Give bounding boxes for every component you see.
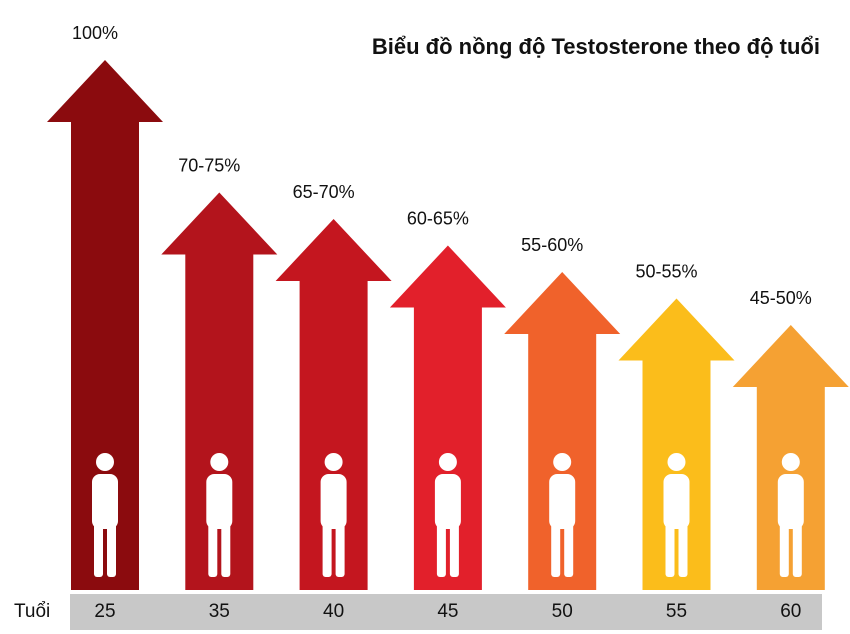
person-part xyxy=(434,474,461,529)
person-icon xyxy=(434,453,461,577)
person-part xyxy=(436,522,446,577)
person-part xyxy=(322,522,332,577)
x-axis-label: Tuổi xyxy=(14,601,50,622)
x-tick-label: 60 xyxy=(780,601,801,622)
person-icon xyxy=(549,453,576,577)
person-part xyxy=(663,474,690,529)
value-label: 70-75% xyxy=(178,155,240,175)
arrow xyxy=(504,272,621,590)
x-tick-label: 40 xyxy=(323,601,344,622)
person-part xyxy=(667,453,686,471)
person-part xyxy=(206,474,233,529)
person-part xyxy=(553,453,572,471)
person-part xyxy=(564,522,574,577)
person-part xyxy=(449,522,459,577)
person-part xyxy=(549,474,576,529)
person-part xyxy=(210,453,229,471)
person-part xyxy=(107,522,116,577)
person-icon xyxy=(320,453,347,577)
arrow xyxy=(389,245,506,590)
person-part xyxy=(335,522,345,577)
chart-title: Biểu đồ nồng độ Testosterone theo độ tuổ… xyxy=(372,34,820,59)
person-part xyxy=(208,522,218,577)
person-icon xyxy=(92,453,118,577)
person-part xyxy=(678,522,688,577)
person-part xyxy=(96,453,114,471)
person-part xyxy=(779,522,789,577)
x-tick-label: 55 xyxy=(666,601,687,622)
person-part xyxy=(777,474,804,529)
person-part xyxy=(324,453,343,471)
value-label: 55-60% xyxy=(521,235,583,255)
arrow xyxy=(47,60,163,590)
value-label: 50-55% xyxy=(635,261,697,281)
person-icon xyxy=(663,453,690,577)
arrow xyxy=(275,219,392,590)
x-tick-label: 35 xyxy=(209,601,230,622)
arrow xyxy=(161,192,278,590)
person-part xyxy=(781,453,800,471)
person-part xyxy=(94,522,103,577)
value-label: 60-65% xyxy=(407,208,469,228)
x-tick-label: 25 xyxy=(94,601,115,622)
age-band xyxy=(70,594,822,630)
person-part xyxy=(792,522,802,577)
x-tick-label: 50 xyxy=(552,601,573,622)
person-part xyxy=(320,474,347,529)
person-icon xyxy=(777,453,804,577)
person-part xyxy=(221,522,231,577)
person-part xyxy=(665,522,675,577)
x-tick-label: 45 xyxy=(437,601,458,622)
person-part xyxy=(551,522,561,577)
value-label: 100% xyxy=(72,23,118,43)
person-icon xyxy=(206,453,233,577)
value-label: 65-70% xyxy=(293,182,355,202)
arrow xyxy=(618,298,735,590)
person-part xyxy=(438,453,457,471)
person-part xyxy=(92,474,118,529)
value-label: 45-50% xyxy=(750,288,812,308)
